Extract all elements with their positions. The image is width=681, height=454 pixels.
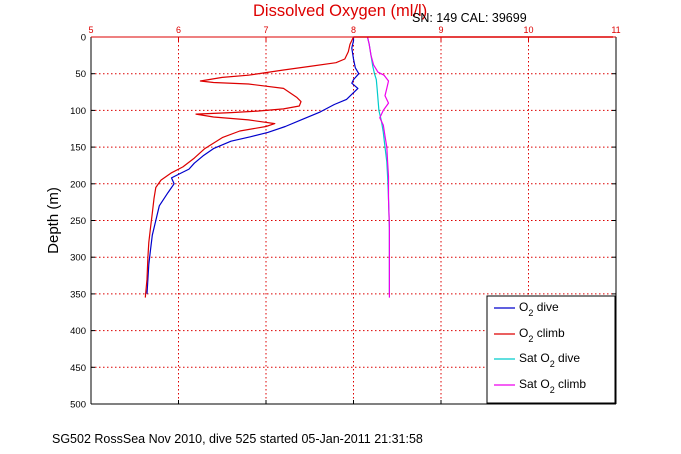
- y-tick-label: 50: [75, 69, 86, 80]
- y-tick-label: 250: [70, 216, 86, 227]
- y-tick-label: 500: [70, 400, 86, 411]
- series-line-0: [146, 37, 360, 294]
- series-line-1: [144, 36, 355, 298]
- x-tick-label: 8: [351, 25, 356, 35]
- x-tick-label: 10: [523, 25, 533, 35]
- legend-entry-3: Sat O2 dive: [519, 351, 580, 369]
- y-tick-label: 150: [70, 143, 86, 154]
- y-tick-label: 450: [70, 363, 86, 374]
- legend-entry-1: O2 dive: [519, 300, 559, 318]
- y-tick-label: 200: [70, 179, 86, 190]
- y-tick-label: 100: [70, 106, 86, 117]
- chart-title: Dissolved Oxygen (ml/l): [253, 2, 427, 20]
- footer-caption: SG502 RossSea Nov 2010, dive 525 started…: [52, 432, 423, 446]
- y-axis-label: Depth (m): [45, 187, 62, 254]
- x-tick-label: 11: [611, 25, 620, 35]
- x-tick-label: 6: [176, 25, 181, 35]
- legend-entry-2: O2 climb: [519, 326, 565, 344]
- calibration-annotation: SN: 149 CAL: 39699: [412, 11, 527, 25]
- y-tick-label: 0: [81, 33, 86, 44]
- x-tick-label: 7: [263, 25, 268, 35]
- y-tick-label: 300: [70, 253, 86, 264]
- x-tick-label: 9: [438, 25, 443, 35]
- y-tick-label: 350: [70, 289, 86, 300]
- y-tick-label: 400: [70, 326, 86, 337]
- x-tick-label: 5: [88, 25, 93, 35]
- series-line-3: [366, 36, 390, 298]
- legend-entry-4: Sat O2 climb: [519, 377, 586, 395]
